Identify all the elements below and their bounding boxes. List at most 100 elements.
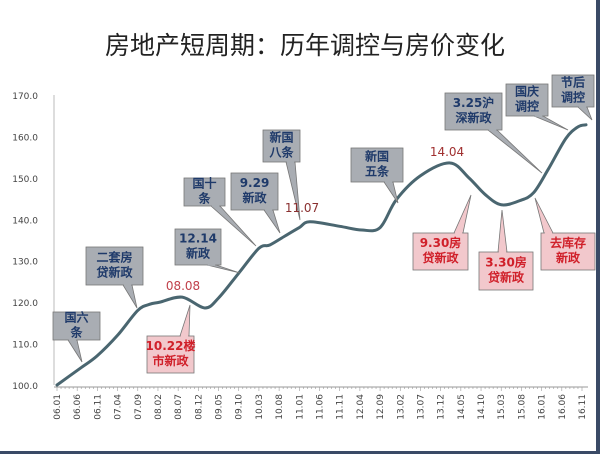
x-tick-label: 12.04 (356, 394, 366, 420)
callout-tail (534, 197, 554, 234)
callout-text: 八条 (268, 145, 294, 160)
x-tick-label: 08.07 (174, 394, 184, 420)
y-tick-label: 150.0 (12, 175, 38, 185)
callout-text: 条 (69, 325, 83, 340)
y-tick-label: 170.0 (12, 92, 38, 102)
callout-text: 市新政 (152, 353, 189, 368)
x-tick-label: 11.06 (316, 394, 326, 420)
callout-text: 贷新政 (488, 270, 525, 285)
callout-text: 二套房 (96, 250, 132, 265)
x-tick-label: 10.03 (255, 394, 265, 420)
callout-text: 贷新政 (422, 250, 459, 265)
callout-text: 新政 (242, 190, 267, 205)
point-label: 11.07 (285, 201, 319, 215)
callout-text: 12.14 (179, 232, 217, 246)
x-tick-label: 06.06 (73, 394, 83, 420)
axes: 100.0 110.0 120.0 130.0 140.0 150.0 160.0 170.0… (12, 92, 588, 420)
callout-tail (383, 181, 399, 204)
point-label: 14.04 (430, 145, 464, 159)
callout-box (412, 232, 469, 271)
callout-text: 新政 (556, 250, 581, 265)
callout-text: 调控 (515, 99, 539, 114)
callout-text: 五条 (365, 164, 390, 179)
x-tick-label: 14.10 (477, 394, 487, 420)
x-tick-label: 16.06 (558, 394, 568, 420)
x-tick-label: 07.09 (134, 394, 144, 420)
callout-text: 国庆 (515, 84, 539, 99)
callout-box (230, 172, 279, 211)
y-tick-label: 100.0 (12, 382, 38, 392)
callout-box (183, 177, 226, 207)
x-tick-label: 16.01 (538, 394, 548, 420)
x-tick-label: 10.08 (275, 394, 285, 420)
y-tick-label: 120.0 (12, 299, 38, 309)
x-tick-label: 11.01 (295, 394, 305, 420)
callout-box (444, 92, 503, 131)
chart-title: 房地产短周期：历年调控与房价变化 (105, 31, 505, 60)
callout-tail (263, 209, 281, 234)
callout-text: 去库存 (550, 235, 586, 250)
callout-tail (453, 194, 472, 234)
callout-box (505, 83, 549, 117)
callout-text: 新国 (365, 149, 389, 164)
x-tick-label: 13.12 (437, 394, 447, 420)
callout-text: 国十 (192, 176, 216, 191)
y-tick-label: 110.0 (12, 341, 38, 351)
callout-text: 9.29 (240, 176, 270, 190)
callout-box (52, 311, 101, 341)
x-tick-label: 11.11 (336, 394, 346, 420)
callout-text: 3.30房 (485, 255, 527, 270)
x-tick-label: 09.10 (235, 394, 245, 420)
callout-text: 调控 (561, 90, 585, 105)
callout-tail (486, 129, 543, 174)
callout-text: 条 (197, 191, 211, 206)
x-tick-label: 09.05 (215, 394, 225, 420)
point-labels: 08.08 11.07 14.04 (166, 145, 464, 293)
callout-text: 9.30房 (420, 235, 462, 250)
callout-text: 3.25沪 (453, 95, 495, 110)
callout-tail (497, 209, 508, 253)
callout-text: 国六 (64, 310, 88, 325)
x-tick-label: 13.07 (416, 394, 426, 420)
callout-box (146, 335, 195, 374)
callout-text: 节后 (561, 75, 585, 90)
x-tick-label: 07.04 (114, 394, 124, 420)
x-tick-label: 06.01 (53, 394, 63, 420)
y-tick-label: 130.0 (12, 258, 38, 268)
y-tick-label: 160.0 (12, 133, 38, 143)
callout-tail (179, 304, 191, 337)
series (55, 123, 588, 387)
x-tick-label: 08.02 (154, 394, 164, 420)
callout-box (540, 232, 596, 271)
callout-text: 10.22楼 (146, 338, 196, 353)
callout-text: 新政 (186, 246, 211, 261)
y-tick-label: 140.0 (12, 216, 38, 226)
price-index-line (55, 123, 588, 387)
callout-text: 新国 (269, 130, 293, 145)
callout-0: 国六条 (52, 310, 101, 363)
callout-box (551, 74, 595, 108)
callout-tail (576, 106, 593, 121)
x-tick-label: 16.11 (578, 394, 588, 420)
x-tick-label: 14.05 (457, 394, 467, 420)
callout-box (174, 228, 222, 266)
callout-box (350, 147, 404, 183)
x-tick-label: 06.11 (93, 394, 103, 420)
callout-text: 深新政 (455, 110, 492, 125)
callout-text: 贷新政 (96, 265, 133, 280)
callout-tail (67, 339, 83, 363)
